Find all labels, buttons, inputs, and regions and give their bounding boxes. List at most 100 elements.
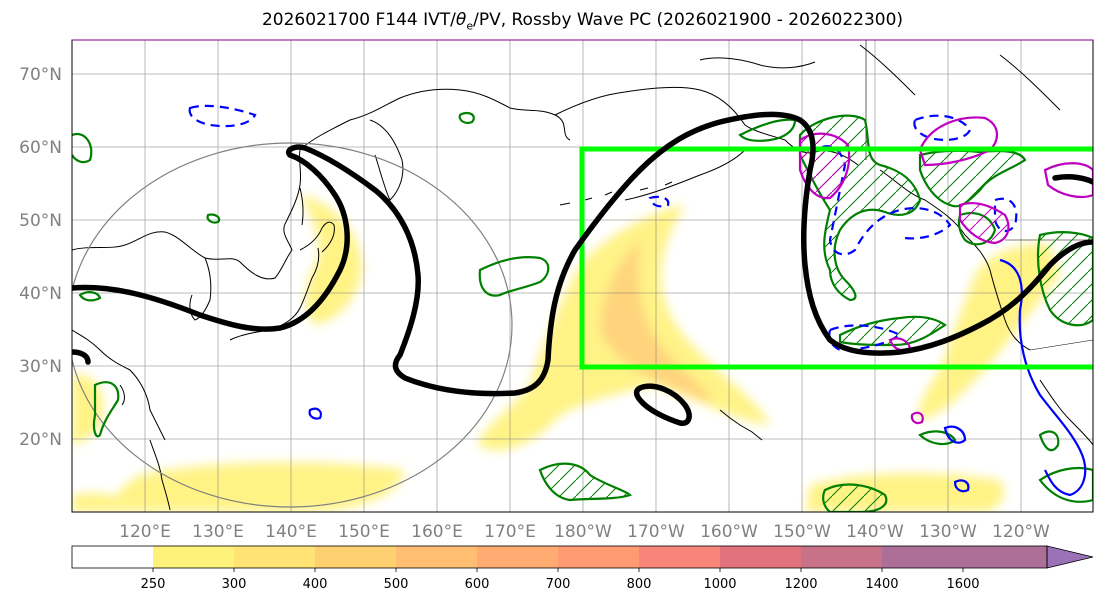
lat-label-40: 40°N	[19, 284, 62, 304]
lon-label-180: 180°W	[554, 522, 612, 542]
colorbar-segment	[801, 546, 882, 568]
wave-contour-east-small	[1052, 174, 1093, 185]
wave-contours	[72, 111, 1093, 426]
colorbar-label-250: 250	[141, 577, 166, 592]
colorbar-label-300: 300	[222, 577, 247, 592]
colorbar-segments	[72, 546, 1047, 568]
blue-solid-small-1	[308, 407, 322, 420]
lon-label-160e: 160°E	[411, 522, 463, 542]
colorbar-segment	[315, 546, 396, 568]
blue-solid-small-2	[943, 425, 967, 444]
colorbar-label-500: 500	[384, 577, 409, 592]
lon-label-140e: 140°E	[265, 522, 317, 542]
lon-label-140w: 140°W	[846, 522, 904, 542]
lon-label-130e: 130°E	[192, 522, 244, 542]
coast-taiwan	[119, 384, 125, 406]
green-contour-small-1	[458, 111, 475, 124]
green-contour-mexico	[1038, 466, 1093, 503]
wave-contour-west	[72, 349, 91, 365]
lon-label-120w: 120°W	[992, 522, 1050, 542]
blue-dashed-aleutian	[648, 195, 670, 208]
lon-label-120e: 120°E	[119, 522, 171, 542]
ivt-plume-south-west	[72, 493, 140, 512]
colorbar-labels: 250 300 400 500 600 700 800 1000 1200 14…	[141, 577, 980, 592]
coast-sakhalin	[299, 187, 304, 226]
colorbar-segment	[882, 546, 1047, 568]
colorbar-label-400: 400	[303, 577, 328, 592]
green-contour-west-north	[72, 132, 93, 164]
coastlines	[72, 44, 1093, 511]
blue-dashed-bc	[913, 114, 972, 141]
lat-label-70: 70°N	[19, 65, 62, 85]
ivt-plume-tropical-west	[116, 462, 405, 512]
green-contour-central	[478, 256, 550, 297]
lon-label-170w: 170°W	[627, 522, 685, 542]
wave-contour-main	[72, 111, 1093, 397]
map-panel	[72, 40, 1093, 512]
colorbar-segment	[396, 546, 477, 568]
blue-solid-coast	[999, 258, 1087, 497]
lat-label-50: 50°N	[19, 211, 62, 231]
ivt-plume-east-pacific	[918, 243, 1060, 420]
colorbar-label-1000: 1000	[703, 577, 736, 592]
colorbar-label-1200: 1200	[784, 577, 817, 592]
coast-kamchatka	[369, 119, 404, 201]
colorbar-label-600: 600	[465, 577, 490, 592]
colorbar-label-1400: 1400	[865, 577, 898, 592]
green-contour-philippine-sea	[92, 381, 120, 438]
magenta-contour-canada	[958, 201, 1010, 245]
colorbar-label-800: 800	[627, 577, 652, 592]
map-title: 2026021700 F144 IVT/θe/PV, Rossby Wave P…	[261, 10, 904, 33]
green-contour-west-canada	[918, 149, 1027, 208]
lat-label-60: 60°N	[19, 138, 62, 158]
green-contour-tropic-mid	[538, 462, 633, 502]
colorbar-segment	[639, 546, 720, 568]
blue-solid-small-3	[953, 479, 970, 493]
ivt-core-central-pacific	[600, 240, 711, 401]
wave-contour-hawaii-ring	[633, 383, 692, 426]
colorbar-segment	[72, 546, 153, 568]
colorbar-segment	[558, 546, 639, 568]
green-contour-east-small	[918, 430, 957, 446]
lat-label-30: 30°N	[19, 357, 62, 377]
coast-aleutians	[559, 181, 673, 206]
colorbar-extend-arrow	[1046, 545, 1094, 569]
coast-hawaii	[719, 409, 763, 441]
great-circle-ring	[72, 142, 513, 508]
green-contour-tropic-east	[822, 483, 888, 512]
coast-philippines	[149, 439, 171, 511]
coast-japan	[229, 221, 335, 341]
blue-solid-contours	[308, 258, 1087, 497]
lon-label-160w: 160°W	[700, 522, 758, 542]
coast-alaska	[554, 86, 1093, 446]
magenta-contour-bc	[918, 116, 998, 167]
blue-dashed-bering	[188, 104, 257, 128]
colorbar-segment	[477, 546, 558, 568]
lat-labels: 20°N 30°N 40°N 50°N 60°N 70°N	[19, 65, 62, 450]
colorbar-segment	[153, 546, 234, 568]
magenta-contour-small-2	[910, 411, 924, 425]
colorbar-segment	[720, 546, 801, 568]
rossby-wave-box	[579, 146, 1093, 370]
green-contour-baja	[1038, 430, 1060, 452]
lon-labels: 120°E 130°E 140°E 150°E 160°E 170°E 180°…	[119, 522, 1050, 542]
green-contour-bering	[206, 213, 221, 224]
colorbar-outline	[71, 545, 1048, 569]
lon-label-150w: 150°W	[773, 522, 831, 542]
green-contour-west-coast	[1036, 231, 1093, 327]
lat-label-20: 20°N	[19, 430, 62, 450]
lon-label-130w: 130°W	[919, 522, 977, 542]
green-contour-aleutian-east	[738, 118, 797, 142]
magenta-contour-east	[1043, 162, 1093, 199]
lon-label-150e: 150°E	[338, 522, 390, 542]
colorbar-ticks	[152, 568, 964, 572]
green-contour-small-2	[78, 291, 102, 302]
colorbar-segment	[234, 546, 315, 568]
blue-dashed-sub-30n	[828, 324, 903, 352]
colorbar: 250 300 400 500 600 700 800 1000 1200 14…	[71, 545, 1094, 592]
colorbar-label-700: 700	[546, 577, 571, 592]
coast-arctic	[699, 44, 1061, 111]
colorbar-label-1600: 1600	[946, 577, 979, 592]
border-us-mexico	[1029, 339, 1093, 351]
